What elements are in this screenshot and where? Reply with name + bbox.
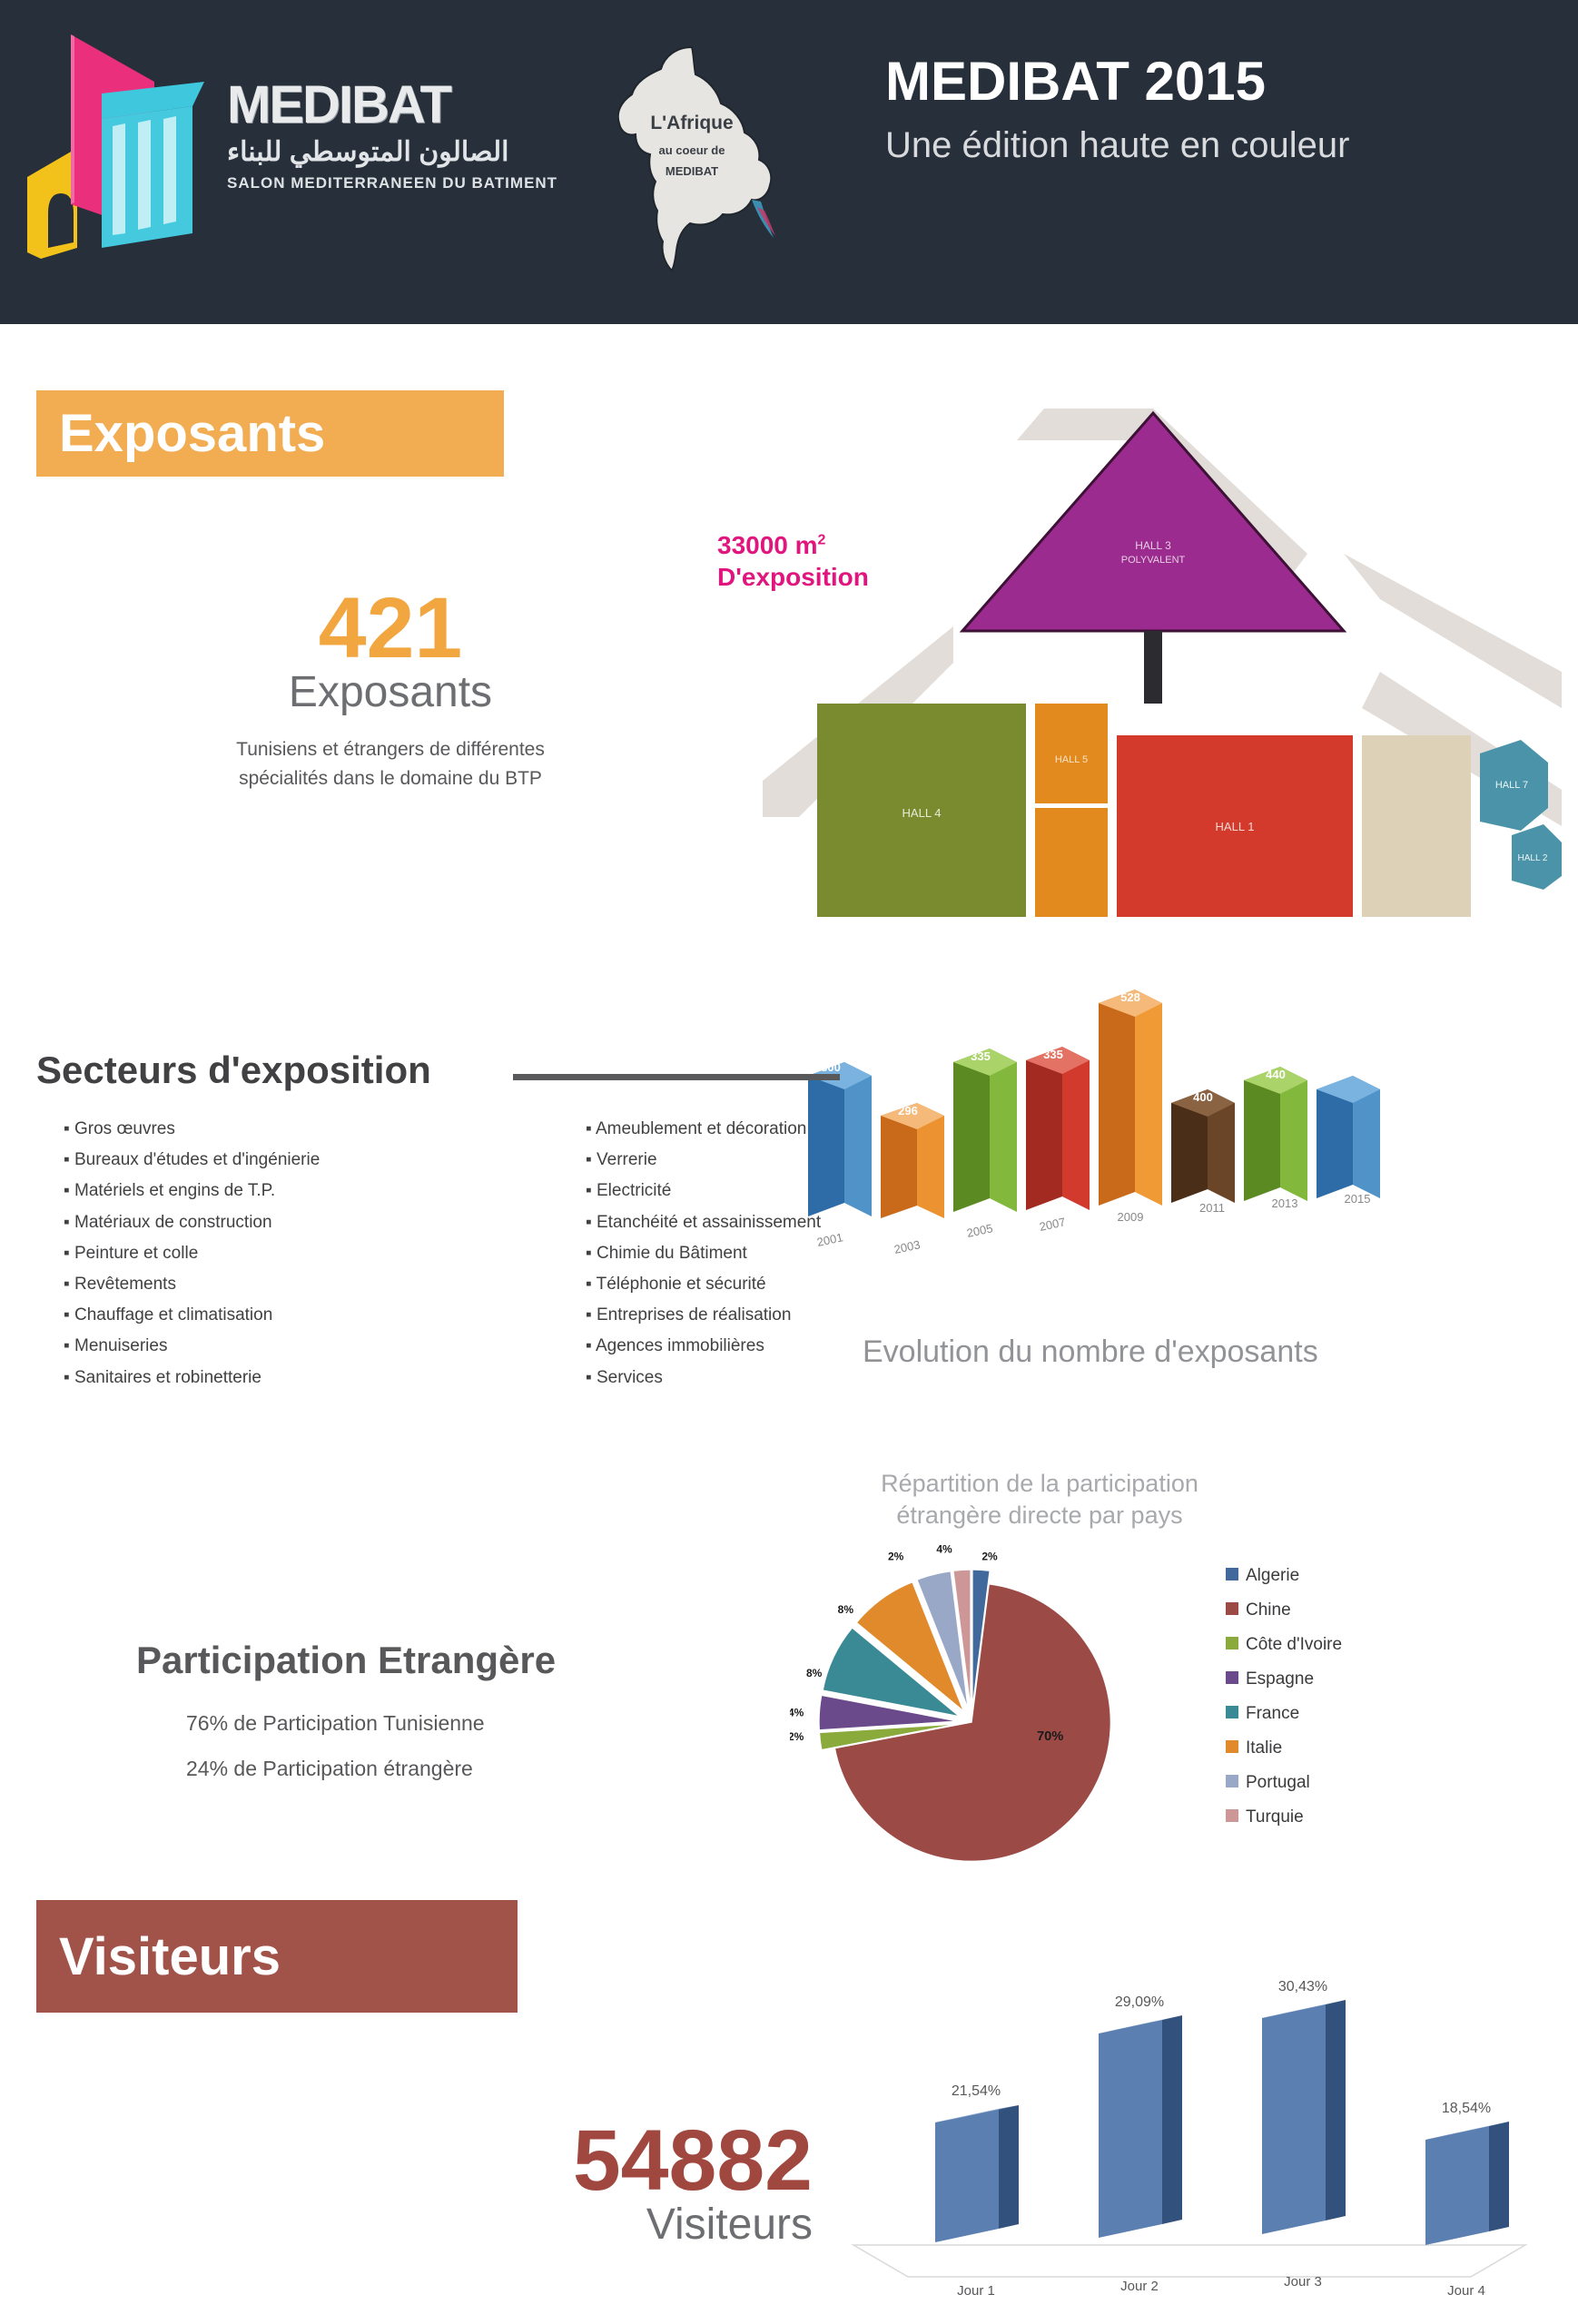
svg-text:HALL 5: HALL 5	[1055, 754, 1088, 765]
svg-text:HALL 1: HALL 1	[1216, 820, 1255, 833]
svg-text:8%: 8%	[838, 1603, 854, 1616]
svg-text:Jour 1: Jour 1	[957, 2283, 995, 2299]
svg-text:4%: 4%	[790, 1706, 804, 1718]
svg-text:HALL 7: HALL 7	[1495, 780, 1528, 791]
svg-text:70%: 70%	[1037, 1729, 1063, 1744]
svg-text:Jour 2: Jour 2	[1120, 2279, 1159, 2294]
svg-text:21,54%: 21,54%	[952, 2083, 1001, 2099]
svg-text:8%: 8%	[806, 1667, 823, 1679]
svg-text:528: 528	[1120, 990, 1140, 1004]
svg-text:MEDIBAT: MEDIBAT	[666, 164, 718, 178]
svg-text:HALL 3: HALL 3	[1135, 539, 1171, 552]
svg-text:au coeur de: au coeur de	[659, 143, 725, 157]
svg-text:2%: 2%	[981, 1550, 998, 1562]
svg-text:30,43%: 30,43%	[1278, 1979, 1327, 1994]
svg-text:18,54%: 18,54%	[1442, 2101, 1491, 2116]
svg-text:29,09%: 29,09%	[1115, 1994, 1164, 2010]
svg-text:Jour 3: Jour 3	[1284, 2274, 1322, 2290]
svg-text:HALL 2: HALL 2	[1518, 853, 1548, 863]
svg-text:HALL 4: HALL 4	[902, 806, 942, 820]
svg-text:2%: 2%	[888, 1550, 904, 1562]
svg-text:2%: 2%	[790, 1730, 804, 1743]
svg-text:Jour 4: Jour 4	[1447, 2283, 1485, 2299]
svg-text:L'Afrique: L'Afrique	[650, 113, 733, 133]
svg-text:POLYVALENT: POLYVALENT	[1121, 555, 1186, 566]
svg-text:4%: 4%	[936, 1542, 952, 1555]
